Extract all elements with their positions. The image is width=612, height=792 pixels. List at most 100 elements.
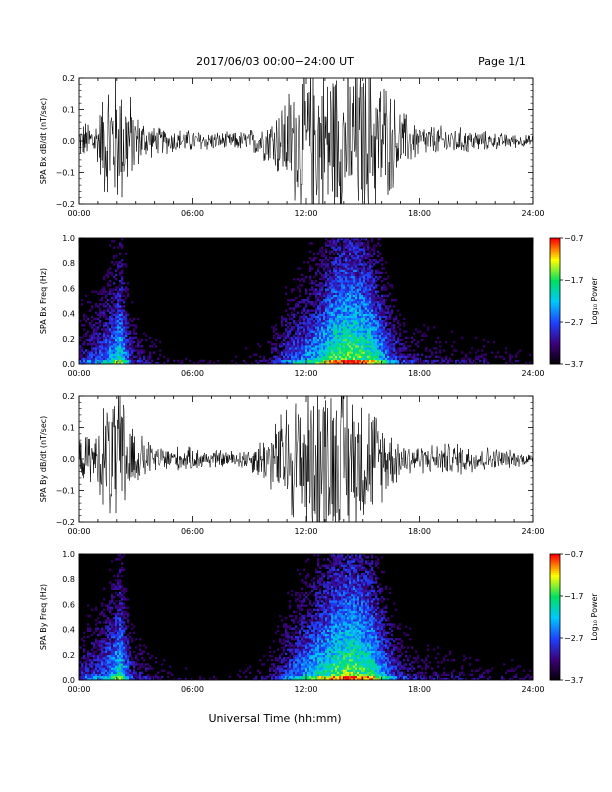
spectrogram-cell (141, 650, 144, 653)
spectrogram-cell (315, 296, 318, 300)
spectrogram-cell (301, 359, 304, 363)
spectrogram-cell (477, 357, 480, 361)
spectrogram-cell (107, 654, 110, 658)
spectrogram-cell (273, 669, 276, 672)
spectrogram-cell (359, 263, 362, 266)
spectrogram-cell (335, 301, 338, 304)
spectrogram-cell (97, 336, 100, 340)
spectrogram-cell (123, 349, 126, 352)
spectrogram-cell (79, 669, 82, 672)
spectrogram-cell (87, 663, 90, 666)
spectrogram-cell (111, 608, 114, 611)
spectrogram-cell (355, 254, 358, 258)
spectrogram-cell (123, 357, 126, 361)
spectrogram-cell (349, 286, 352, 289)
spectrogram-cell (117, 625, 120, 628)
spectrogram-cell (267, 659, 270, 662)
spectrogram-cell (309, 309, 312, 312)
spectrogram-cell (333, 315, 336, 319)
spectrogram-cell (283, 633, 286, 637)
spectrogram-cell (135, 656, 138, 660)
spectrogram-cell (277, 334, 280, 337)
spectrogram-cell (379, 347, 382, 350)
spectrogram-cell (107, 648, 110, 651)
colorbar-segment (550, 286, 560, 289)
spectrogram-cell (109, 629, 112, 632)
spectrogram-cell (101, 359, 104, 363)
spectrogram-cell (103, 328, 106, 331)
spectrogram-cell (127, 322, 130, 325)
spectrogram-cell (105, 673, 108, 677)
spectrogram-cell (349, 317, 352, 321)
spectrogram-cell (333, 284, 336, 287)
spectrogram-cell (111, 322, 114, 325)
spectrogram-cell (485, 359, 488, 363)
spectrogram-cell (425, 355, 428, 358)
y-tick-label: 1.0 (62, 234, 75, 243)
spectrogram-cell (89, 675, 92, 679)
spectrogram-cell (283, 361, 286, 365)
spectrogram-cell (335, 273, 338, 277)
spectrogram-cell (117, 347, 120, 350)
spectrogram-cell (101, 677, 104, 681)
spectrogram-cell (437, 355, 440, 358)
spectrogram-cell (359, 275, 362, 279)
spectrogram-cell (115, 654, 118, 658)
colorbar-segment (550, 357, 560, 361)
spectrogram-cell (375, 347, 378, 350)
spectrogram-cell (295, 322, 298, 325)
spectrogram-cell (345, 313, 348, 316)
spectrogram-cell (123, 667, 126, 670)
spectrogram-cell (343, 324, 346, 327)
spectrogram-cell (127, 330, 130, 333)
spectrogram-cell (179, 677, 182, 681)
spectrogram-cell (383, 361, 386, 365)
spectrogram-cell (315, 334, 318, 337)
spectrogram-cell (337, 271, 340, 274)
spectrogram-cell (367, 330, 370, 333)
spectrogram-cell (353, 307, 356, 310)
spectrogram-cell (321, 288, 324, 291)
spectrogram-cell (101, 646, 104, 649)
spectrogram-cell (335, 269, 338, 272)
spectrogram-cell (277, 659, 280, 662)
spectrogram-cell (289, 359, 292, 363)
spectrogram-cell (385, 261, 388, 264)
spectrogram-cell (269, 673, 272, 677)
spectrogram-cell (293, 654, 296, 658)
spectrogram-cell (119, 292, 122, 295)
spectrogram-cell (361, 357, 364, 361)
spectrogram-cell (83, 361, 86, 365)
spectrogram-cell (331, 277, 334, 281)
spectrogram-cell (91, 290, 94, 293)
spectrogram-cell (117, 332, 120, 335)
spectrogram-cell (111, 673, 114, 677)
spectrogram-cell (379, 244, 382, 247)
spectrogram-cell (313, 326, 316, 329)
spectrogram-cell (349, 326, 352, 329)
spectrogram-cell (303, 361, 306, 365)
spectrogram-cell (361, 343, 364, 346)
spectrogram-cell (349, 338, 352, 342)
spectrogram-cell (119, 361, 122, 365)
spectrogram-cell (339, 238, 342, 241)
spectrogram-cell (311, 349, 314, 352)
spectrogram-cell (373, 273, 376, 277)
spectrogram-cell (385, 311, 388, 314)
spectrogram-cell (339, 345, 342, 348)
spectrogram-cell (385, 361, 388, 365)
spectrogram-cell (251, 361, 254, 365)
spectrogram-cell (379, 332, 382, 335)
spectrogram-cell (313, 322, 316, 325)
spectrogram-cell (97, 659, 100, 662)
spectrogram-cell (105, 663, 108, 666)
spectrogram-cell (333, 301, 336, 304)
spectrogram-cell (111, 301, 114, 304)
spectrogram-cell (105, 313, 108, 316)
spectrogram-cell (351, 267, 354, 270)
spectrogram-cell (339, 317, 342, 321)
colorbar-segment (550, 349, 560, 352)
spectrogram-cell (293, 663, 296, 666)
spectrogram-cell (381, 296, 384, 300)
spectrogram-cell (259, 671, 262, 674)
